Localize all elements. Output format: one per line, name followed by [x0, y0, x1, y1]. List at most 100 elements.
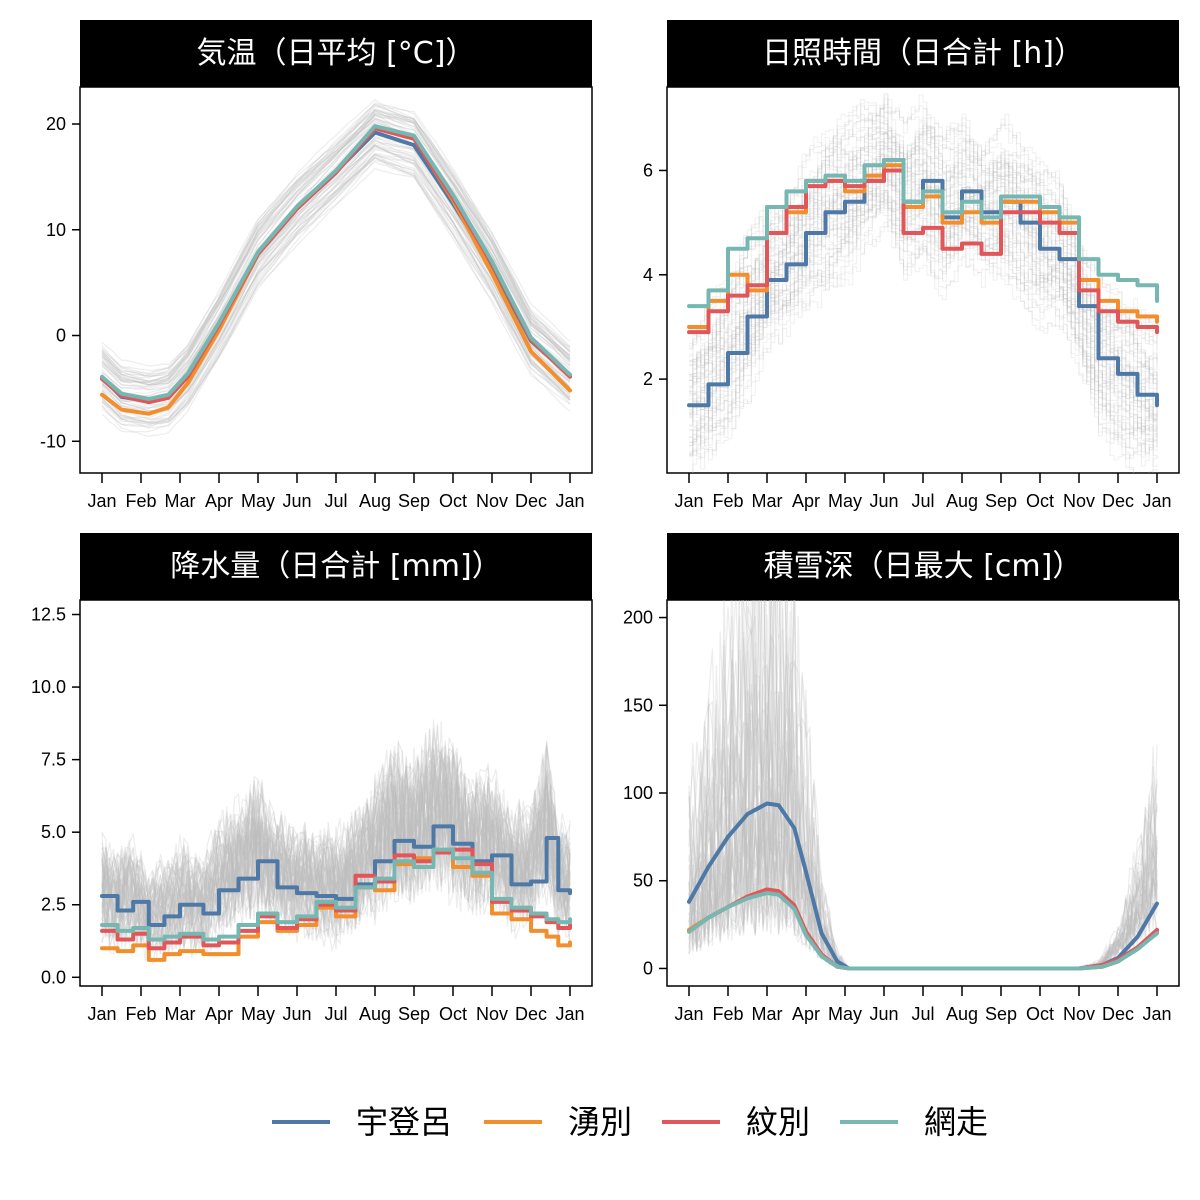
- panel-3-y-tick-label-2: 2.5: [41, 895, 66, 915]
- panel-1-background-line-53: [101, 112, 571, 383]
- panel-3-x-tick-label-1: Jan: [87, 1004, 116, 1024]
- panel-1-x-tick-label-7: Jul: [324, 491, 347, 511]
- legend-label-4: 網走: [924, 1103, 988, 1141]
- panel-1-background-line-31: [101, 103, 571, 374]
- panel-2-x-tick-label-10: Oct: [1026, 491, 1054, 511]
- panel-3-x-tick-label-5: May: [241, 1004, 275, 1024]
- panel-1-x-tick-label-2: Feb: [125, 491, 156, 511]
- panel-3-background-line-13: [101, 740, 571, 949]
- panel-2-background-line-44: [689, 195, 1158, 473]
- panel-4-x-tick-label-1: Jan: [674, 1004, 703, 1024]
- panel-1-background-line-33: [101, 122, 571, 391]
- panel-3-background-line-19: [101, 740, 571, 947]
- panel-1-background-line-47: [101, 110, 571, 382]
- panel-3-background-line-26: [101, 746, 571, 954]
- panel-3-background-line-36: [101, 772, 571, 956]
- panel-4-x-tick-label-3: Mar: [752, 1004, 783, 1024]
- panel-4-x-tick-label-8: Aug: [946, 1004, 978, 1024]
- panel-1-background-line-48: [101, 154, 571, 428]
- panel-3-x-tick-label-12: Dec: [515, 1004, 547, 1024]
- panel-1-background-line-52: [101, 156, 571, 424]
- panel-4-plot-area: [666, 599, 1180, 987]
- panel-4-x-tick-label-6: Jun: [869, 1004, 898, 1024]
- panel-2-title: 日照時間（日合計 [h]）: [762, 36, 1084, 71]
- panel-2-x-tick-label-13: Jan: [1142, 491, 1171, 511]
- panel-2-x-tick-label-5: May: [828, 491, 862, 511]
- panel-2-background-line-56: [689, 198, 1158, 473]
- panel-1-background-line-27: [101, 161, 571, 429]
- panel-4: 積雪深（日最大 [cm]） 0 50 100 150 200 Jan Feb Mar Apr May…: [623, 533, 1180, 1024]
- panel-1-x-tick-label-10: Oct: [439, 491, 467, 511]
- panel-1-x-tick-label-5: May: [241, 491, 275, 511]
- panel-4-x-tick-label-9: Sep: [985, 1004, 1017, 1024]
- panel-2-series-line-3: [687, 168, 1159, 335]
- panel-2-x-tick-label-7: Jul: [911, 491, 934, 511]
- panel-3-series-line-4: [100, 847, 572, 942]
- panel-4-y-tick-label-5: 200: [623, 608, 653, 628]
- panel-1-y-tick-label-1: -10: [40, 431, 66, 451]
- panel-1-x-tick-label-1: Jan: [87, 491, 116, 511]
- panel-3-title-bar: [80, 533, 592, 600]
- panel-3-background-line-18: [101, 758, 571, 944]
- panel-2-x-tick-label-4: Apr: [792, 491, 820, 511]
- panel-2-background-line-45: [689, 200, 1158, 461]
- panel-1-background-line-26: [101, 110, 571, 377]
- panel-3-y-tick-label-3: 5.0: [41, 822, 66, 842]
- panel-1-background-line-11: [101, 159, 571, 433]
- panel-1-series-line-4: [100, 124, 572, 401]
- panel-3-x-tick-label-2: Feb: [125, 1004, 156, 1024]
- panel-3-x-tick-label-13: Jan: [555, 1004, 584, 1024]
- panel-2-x-tick-label-8: Aug: [946, 491, 978, 511]
- panel-1-background-line-58: [101, 153, 571, 420]
- legend-label-2: 湧別: [568, 1103, 632, 1141]
- panel-1-background-line-30: [101, 144, 571, 419]
- panel-3-x-tick-label-10: Oct: [439, 1004, 467, 1024]
- panel-1-background-line-8: [101, 116, 571, 384]
- panel-1-background-line-2: [101, 117, 571, 386]
- panel-1-background-line-59: [101, 167, 571, 438]
- panel-3-background-line-17: [101, 772, 571, 944]
- panel-3-y-tick-label-5: 10.0: [31, 677, 66, 697]
- panel-1-x-tick-label-9: Sep: [398, 491, 430, 511]
- panel-1-background-line-60: [101, 105, 571, 377]
- panel-3-background-line-56: [101, 755, 571, 939]
- panel-3-x-tick-label-7: Jul: [324, 1004, 347, 1024]
- panel-2-series-line-4: [687, 158, 1159, 309]
- panel-4-y-tick-label-3: 100: [623, 783, 653, 803]
- panel-1-background-line-19: [101, 154, 571, 423]
- panel-1-y-tick-label-2: 0: [56, 326, 66, 346]
- panel-3-series-line-1: [100, 824, 572, 928]
- panel-4-series-line-4: [687, 891, 1159, 971]
- panel-1-x-tick-label-3: Mar: [165, 491, 196, 511]
- panel-1-background-line-46: [101, 113, 571, 382]
- panel-1: 気温（日平均 [°C]） -10 0 10 20 Jan Feb Mar Apr May Jun Ju…: [40, 20, 593, 511]
- panel-3-background-line-6: [101, 762, 571, 948]
- panel-1-background-line-5: [101, 110, 571, 384]
- panel-3-background-line-7: [101, 741, 571, 945]
- panel-1-x-tick-label-11: Nov: [476, 491, 508, 511]
- panel-4-y-tick-label-2: 50: [633, 871, 653, 891]
- panel-3-x-tick-label-9: Sep: [398, 1004, 430, 1024]
- panel-3-y-tick-label-4: 7.5: [41, 750, 66, 770]
- panel-1-background-line-36: [101, 102, 571, 377]
- panel-4-y-tick-label-1: 0: [643, 958, 653, 978]
- panel-3-background-line-31: [101, 740, 571, 946]
- panel-4-x-tick-label-12: Dec: [1102, 1004, 1134, 1024]
- panel-1-background-line-16: [101, 153, 571, 425]
- panel-3-title: 降水量（日合計 [mm]）: [170, 549, 501, 584]
- panel-2-y-tick-label-3: 6: [643, 160, 653, 180]
- panel-3: 降水量（日合計 [mm]） 0.0 2.5 5.0 7.5 10.0 12.5 Jan Feb M…: [31, 533, 593, 1024]
- panel-1-background-line-44: [101, 114, 571, 384]
- panel-1-x-tick-label-4: Apr: [205, 491, 233, 511]
- panel-3-x-tick-label-3: Mar: [165, 1004, 196, 1024]
- panel-3-background-line-5: [101, 747, 571, 961]
- panel-1-background-line-38: [101, 103, 571, 372]
- panel-4-y-tick-label-4: 150: [623, 695, 653, 715]
- legend-label-3: 紋別: [746, 1103, 810, 1141]
- panel-1-background-line-57: [101, 118, 571, 386]
- panel-3-x-tick-label-4: Apr: [205, 1004, 233, 1024]
- panel-1-background-line-28: [101, 114, 571, 386]
- panel-1-title-bar: [80, 20, 592, 87]
